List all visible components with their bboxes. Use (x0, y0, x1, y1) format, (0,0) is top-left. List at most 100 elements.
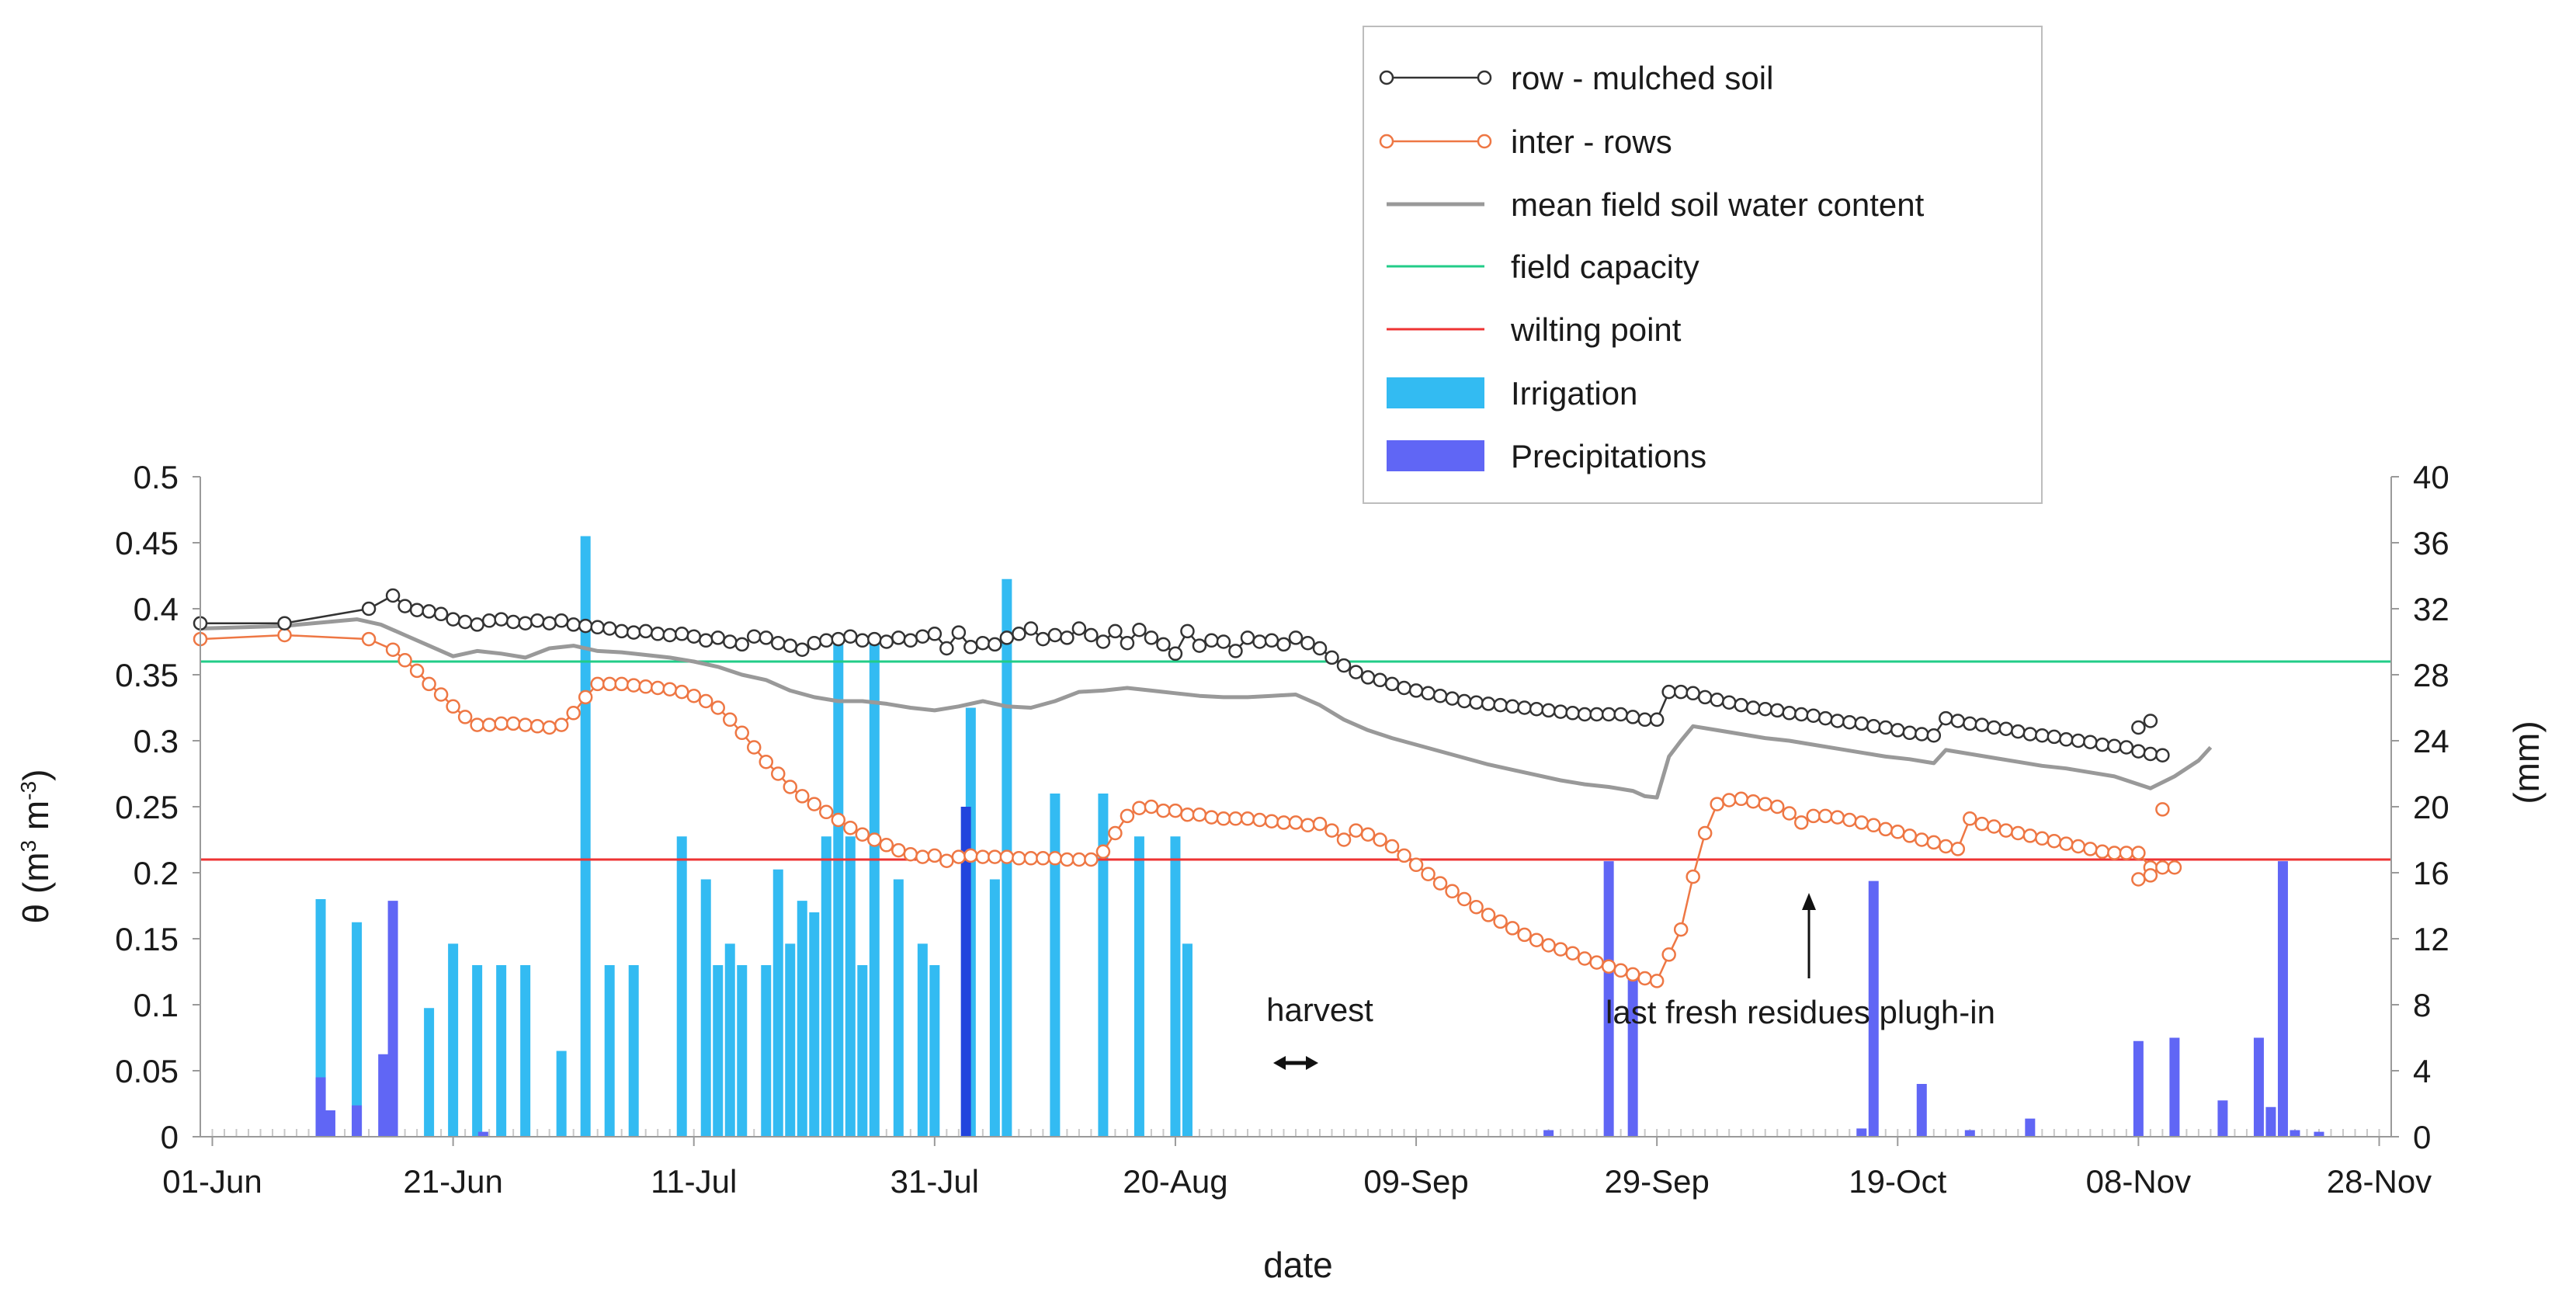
inter-rows-point (1360, 827, 1376, 842)
row-mulched-point (2071, 733, 2086, 749)
inter-rows-point (2095, 844, 2110, 860)
irrigation-bar (869, 641, 880, 1137)
inter-rows-point (1421, 867, 1436, 881)
row-mulched-point (1902, 725, 1918, 741)
inter-rows-point (626, 678, 641, 693)
y-left-tick-label: 0.15 (115, 921, 179, 957)
legend-label-fc: field capacity (1511, 248, 1699, 285)
precipitation-bar (2314, 1131, 2324, 1137)
inter-rows-point (1939, 839, 1953, 854)
inter-rows-point (963, 848, 978, 863)
inter-rows-point (1710, 797, 1724, 811)
inter-rows-point (1890, 825, 1905, 839)
inter-rows-point (1697, 825, 1713, 841)
inter-rows-point (1782, 806, 1797, 821)
row-mulched-point (686, 629, 701, 644)
precipitation-bar (1543, 1130, 1554, 1137)
inter-rows-point (1974, 816, 1990, 832)
precipitation-bar (325, 1110, 335, 1137)
inter-rows-point (2167, 860, 2182, 875)
ylabel-sup-1: 3 (16, 840, 40, 853)
row-mulched-point (1769, 703, 1785, 718)
irrigation-bar (845, 836, 856, 1137)
inter-rows-point (1180, 807, 1195, 822)
inter-rows-point (1481, 908, 1496, 922)
inter-rows-point (1649, 974, 1665, 988)
inter-rows-point (361, 631, 377, 647)
precipitation-bar (1964, 1130, 1975, 1137)
residues-arrow-head (1802, 893, 1816, 910)
inter-rows-point (566, 706, 581, 721)
row-mulched-point (1505, 699, 1520, 714)
irrigation-bar (917, 943, 928, 1137)
row-mulched-point (1228, 644, 1243, 658)
residues-annotation: last fresh residues plugh-in (1606, 994, 1995, 1030)
legend-swatch-irr (1387, 377, 1484, 408)
inter-rows-point (2071, 839, 2086, 854)
inter-rows-point (1625, 967, 1640, 982)
row-mulched-point (1023, 621, 1039, 636)
inter-rows-point (542, 720, 557, 735)
inter-rows-point (1384, 839, 1400, 854)
row-mulched-point (1830, 714, 1845, 728)
row-mulched-point (2083, 735, 2098, 749)
inter-rows-point (2011, 825, 2026, 841)
inter-rows-point (518, 717, 533, 732)
row-mulched-point (759, 630, 774, 645)
irrigation-bar (556, 1051, 567, 1137)
row-mulched-point (1445, 691, 1460, 706)
irrigation-bar (1182, 943, 1193, 1137)
irrigation-bar (1134, 836, 1144, 1137)
row-mulched-point (433, 606, 449, 622)
inter-rows-point (783, 780, 798, 794)
x-axis-label: date (1263, 1245, 1333, 1285)
row-mulched-point (879, 634, 894, 649)
row-mulched-point (1360, 670, 1376, 685)
precipitation-bar (378, 1054, 389, 1137)
row-mulched-point (891, 630, 906, 645)
inter-rows-point (722, 712, 738, 728)
inter-rows-point (1349, 823, 1363, 838)
inter-rows-point (1216, 811, 1231, 826)
inter-rows-point (1577, 951, 1592, 966)
row-mulched-point (1120, 635, 1135, 651)
row-mulched-point (1697, 689, 1713, 705)
inter-rows-point (1204, 810, 1219, 825)
inter-rows-point (1456, 891, 1472, 907)
inter-rows-point (1505, 921, 1520, 936)
row-mulched-point (722, 634, 738, 649)
row-mulched-point (457, 614, 473, 630)
y-right-tick-label: 16 (2413, 855, 2449, 891)
row-mulched-point (1854, 716, 1870, 731)
row-mulched-point (963, 640, 978, 655)
inter-rows-point (2059, 836, 2074, 851)
x-tick-label: 28-Nov (2327, 1163, 2432, 1200)
y-right-tick-label: 12 (2413, 921, 2449, 957)
irrigation-bar (352, 922, 363, 1137)
inter-rows-point (1036, 851, 1050, 866)
legend-label-wp: wilting point (1510, 311, 1682, 348)
inter-rows-point (1517, 927, 1532, 943)
row-mulched-point (1987, 720, 2001, 735)
row-mulched-point (2047, 729, 2062, 745)
inter-rows-point (1613, 963, 1628, 978)
row-mulched-point (1926, 728, 1942, 743)
irrigation-bar (833, 635, 844, 1137)
irrigation-bar (676, 836, 687, 1137)
row-mulched-point (1336, 658, 1352, 673)
irrigation-bar (713, 965, 724, 1137)
y-left-tick-label: 0 (161, 1119, 179, 1155)
inter-rows-point (2155, 802, 2170, 817)
inter-rows-point (734, 725, 749, 741)
row-mulched-point (529, 613, 545, 628)
row-mulched-point (1974, 717, 1990, 732)
row-mulched-point (1782, 706, 1797, 721)
inter-rows-point (698, 693, 713, 709)
irrigation-bar (700, 879, 711, 1137)
row-mulched-point (975, 635, 991, 651)
legend-box (1363, 26, 2043, 504)
row-mulched-point (2022, 727, 2038, 742)
x-tick-label: 21-Jun (403, 1163, 502, 1200)
inter-rows-point (638, 679, 653, 694)
